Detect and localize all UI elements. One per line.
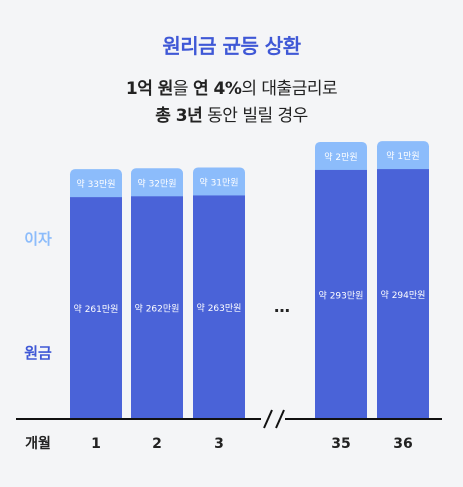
data-label-interest-1: 약 33만원 xyxy=(76,178,115,190)
x-tick-label-2: 2 xyxy=(152,436,162,452)
subtitle-line-2-part: 총 3년 xyxy=(155,106,203,126)
subtitle-line-1: 1억 원을 연 4%의 대출금리로 xyxy=(0,76,463,103)
axis-break-mark-1 xyxy=(263,409,273,429)
subtitle-line-1-part: 1억 원 xyxy=(125,79,174,99)
x-tick-label-35: 35 xyxy=(331,436,350,452)
subtitle-line-1-part: 의 대출금리로 xyxy=(241,79,338,99)
bar-principal-35 xyxy=(315,169,367,419)
x-tick-label-1: 1 xyxy=(91,436,101,452)
bar-principal-1 xyxy=(70,197,122,419)
gap-ellipsis: … xyxy=(274,297,290,316)
subtitle-line-1-part: 을 xyxy=(172,79,193,99)
data-label-principal-2: 약 262만원 xyxy=(135,303,180,315)
page-title: 원리금 균등 상환 xyxy=(162,34,301,58)
subtitle-line-2: 총 3년 동안 빌릴 경우 xyxy=(0,103,463,130)
subtitle-line-2-part: 동안 빌릴 경우 xyxy=(202,106,308,126)
x-tick-label-3: 3 xyxy=(214,436,224,452)
x-tick-label-36: 36 xyxy=(393,436,412,452)
legend-principal: 원금 xyxy=(24,344,52,362)
bar-principal-36 xyxy=(377,169,429,419)
data-label-principal-1: 약 261만원 xyxy=(74,303,119,315)
data-label-principal-36: 약 294만원 xyxy=(381,289,426,301)
data-label-interest-2: 약 32만원 xyxy=(137,177,176,189)
data-label-principal-35: 약 293만원 xyxy=(319,289,364,301)
subtitle-line-1-part: 연 4% xyxy=(192,79,242,99)
x-axis-label: 개월 xyxy=(25,435,51,452)
bar-principal-3 xyxy=(193,195,245,419)
axis-break-mark-2 xyxy=(275,409,285,429)
subtitle: 1억 원을 연 4%의 대출금리로 총 3년 동안 빌릴 경우 xyxy=(0,76,463,130)
bar-principal-2 xyxy=(131,196,183,419)
legend-interest: 이자 xyxy=(24,230,52,248)
data-label-interest-36: 약 1만원 xyxy=(386,150,419,162)
data-label-interest-35: 약 2만원 xyxy=(324,151,357,163)
data-label-interest-3: 약 31만원 xyxy=(199,176,238,188)
data-label-principal-3: 약 263만원 xyxy=(197,302,242,314)
